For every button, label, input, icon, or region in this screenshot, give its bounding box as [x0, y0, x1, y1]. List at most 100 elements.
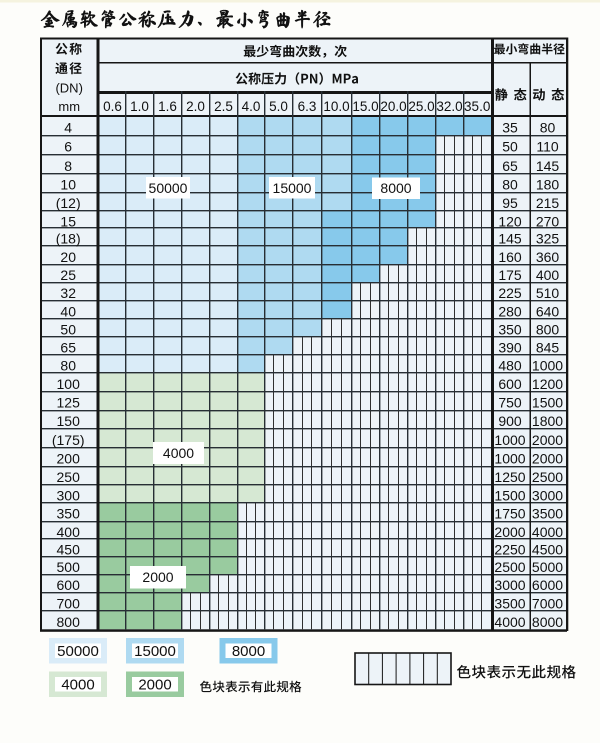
svg-text:700: 700 — [57, 596, 81, 612]
svg-text:8000: 8000 — [232, 643, 265, 660]
svg-text:2500: 2500 — [494, 559, 525, 575]
svg-text:2.0: 2.0 — [186, 99, 205, 114]
svg-text:8: 8 — [64, 158, 72, 174]
svg-text:1500: 1500 — [494, 487, 525, 503]
svg-text:215: 215 — [536, 195, 560, 211]
svg-text:1000: 1000 — [494, 450, 525, 466]
svg-text:1200: 1200 — [532, 376, 563, 392]
svg-text:150: 150 — [57, 413, 81, 429]
svg-text:50000: 50000 — [149, 180, 188, 196]
svg-text:1250: 1250 — [494, 469, 525, 485]
svg-text:175: 175 — [498, 267, 522, 283]
svg-text:5000: 5000 — [532, 559, 563, 575]
svg-text:4.0: 4.0 — [242, 99, 261, 114]
svg-text:(175): (175) — [52, 432, 85, 448]
svg-text:35: 35 — [502, 120, 518, 136]
svg-text:2250: 2250 — [494, 542, 525, 558]
svg-text:900: 900 — [498, 413, 522, 429]
svg-text:2.5: 2.5 — [214, 99, 233, 114]
svg-text:15.0: 15.0 — [352, 99, 378, 114]
svg-text:300: 300 — [57, 487, 81, 503]
svg-text:180: 180 — [536, 177, 560, 193]
svg-text:3500: 3500 — [494, 596, 525, 612]
svg-text:400: 400 — [536, 267, 560, 283]
svg-text:3500: 3500 — [532, 506, 563, 522]
svg-text:145: 145 — [498, 231, 522, 247]
svg-text:2000: 2000 — [532, 450, 563, 466]
svg-text:8000: 8000 — [532, 614, 563, 630]
svg-text:8000: 8000 — [380, 180, 411, 196]
svg-text:2000: 2000 — [494, 524, 525, 540]
svg-text:80: 80 — [502, 177, 518, 193]
svg-text:400: 400 — [57, 524, 81, 540]
svg-text:390: 390 — [498, 340, 522, 356]
svg-text:350: 350 — [57, 506, 81, 522]
svg-text:350: 350 — [498, 321, 522, 337]
svg-text:40: 40 — [60, 303, 76, 319]
svg-text:6000: 6000 — [532, 577, 563, 593]
svg-text:4000: 4000 — [61, 677, 94, 694]
svg-text:(12): (12) — [56, 195, 81, 211]
svg-text:15000: 15000 — [273, 180, 312, 196]
svg-text:225: 225 — [498, 285, 522, 301]
svg-text:3000: 3000 — [494, 577, 525, 593]
svg-text:mm: mm — [58, 99, 80, 114]
svg-text:(DN): (DN) — [55, 81, 82, 96]
svg-text:800: 800 — [57, 614, 81, 630]
svg-text:65: 65 — [502, 158, 518, 174]
svg-text:80: 80 — [540, 120, 556, 136]
svg-text:95: 95 — [502, 195, 518, 211]
svg-text:4000: 4000 — [163, 445, 194, 461]
svg-text:0.6: 0.6 — [103, 99, 122, 114]
svg-text:32.0: 32.0 — [436, 99, 462, 114]
svg-text:10: 10 — [60, 177, 76, 193]
svg-text:50000: 50000 — [57, 643, 99, 660]
svg-text:25.0: 25.0 — [408, 99, 434, 114]
svg-text:110: 110 — [536, 139, 559, 155]
svg-text:600: 600 — [57, 577, 81, 593]
svg-text:7000: 7000 — [532, 596, 563, 612]
svg-text:35.0: 35.0 — [464, 99, 490, 114]
svg-text:20.0: 20.0 — [380, 99, 406, 114]
svg-text:160: 160 — [498, 249, 522, 265]
svg-text:50: 50 — [60, 321, 76, 337]
svg-text:640: 640 — [536, 303, 560, 319]
svg-text:500: 500 — [57, 559, 81, 575]
svg-text:600: 600 — [498, 376, 522, 392]
svg-text:6.3: 6.3 — [298, 99, 317, 114]
svg-text:1000: 1000 — [532, 358, 563, 374]
svg-text:(18): (18) — [56, 231, 81, 247]
svg-text:125: 125 — [57, 395, 81, 411]
svg-text:280: 280 — [498, 303, 522, 319]
svg-text:800: 800 — [536, 321, 560, 337]
svg-text:4000: 4000 — [494, 614, 525, 630]
svg-text:10.0: 10.0 — [323, 99, 349, 114]
svg-text:5.0: 5.0 — [269, 99, 288, 114]
svg-text:1000: 1000 — [494, 432, 525, 448]
svg-text:4: 4 — [64, 120, 72, 136]
svg-text:1.0: 1.0 — [130, 99, 149, 114]
svg-text:1800: 1800 — [532, 413, 563, 429]
svg-text:200: 200 — [57, 450, 81, 466]
svg-text:20: 20 — [60, 249, 76, 265]
svg-text:15: 15 — [60, 213, 76, 229]
svg-text:1500: 1500 — [532, 395, 563, 411]
svg-text:120: 120 — [498, 213, 522, 229]
svg-text:4000: 4000 — [532, 524, 563, 540]
svg-text:1.6: 1.6 — [158, 99, 177, 114]
svg-text:2000: 2000 — [532, 432, 563, 448]
svg-text:4500: 4500 — [532, 542, 563, 558]
svg-text:845: 845 — [536, 340, 560, 356]
svg-text:3000: 3000 — [532, 487, 563, 503]
svg-text:145: 145 — [536, 158, 560, 174]
svg-text:450: 450 — [57, 542, 81, 558]
svg-text:360: 360 — [536, 249, 560, 265]
svg-text:6: 6 — [64, 139, 72, 155]
svg-text:25: 25 — [60, 267, 76, 283]
svg-text:80: 80 — [60, 358, 76, 374]
svg-text:2500: 2500 — [532, 469, 563, 485]
svg-text:32: 32 — [60, 285, 76, 301]
svg-text:750: 750 — [498, 395, 522, 411]
svg-text:15000: 15000 — [134, 643, 176, 660]
svg-text:65: 65 — [60, 340, 76, 356]
